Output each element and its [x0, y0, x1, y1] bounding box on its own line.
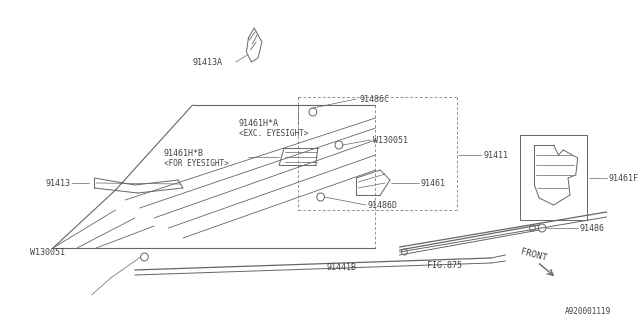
Text: 91486D: 91486D — [368, 201, 398, 210]
Text: A920001119: A920001119 — [565, 308, 611, 316]
Text: W130051: W130051 — [372, 135, 408, 145]
Text: 91411: 91411 — [483, 150, 508, 159]
Text: <EXC. EYESIGHT>: <EXC. EYESIGHT> — [239, 129, 308, 138]
Text: FIG.875: FIG.875 — [428, 260, 462, 269]
Text: 91461F: 91461F — [609, 173, 639, 182]
Text: 91441B: 91441B — [327, 263, 356, 273]
Text: 91461H*A: 91461H*A — [239, 118, 279, 127]
Text: 91461: 91461 — [420, 179, 445, 188]
Text: <FOR EYESIGHT>: <FOR EYESIGHT> — [164, 158, 228, 167]
Text: 91413: 91413 — [45, 179, 70, 188]
Text: FRONT: FRONT — [520, 247, 548, 263]
Text: 91461H*B: 91461H*B — [164, 148, 204, 157]
Text: 91486C: 91486C — [359, 94, 389, 103]
Text: 91413A: 91413A — [193, 58, 223, 67]
Text: W130051: W130051 — [29, 247, 65, 257]
Text: 91486: 91486 — [580, 223, 605, 233]
